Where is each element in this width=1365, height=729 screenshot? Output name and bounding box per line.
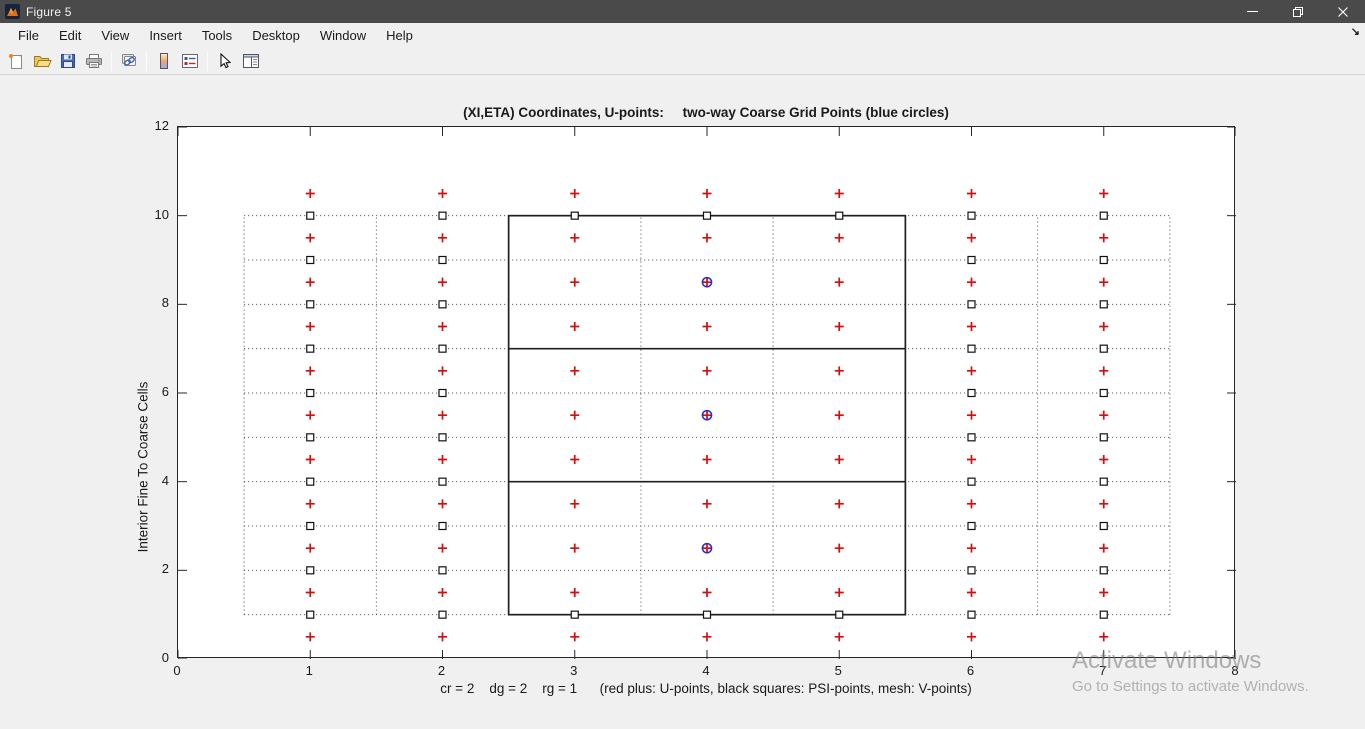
matlab-logo-icon <box>5 4 20 19</box>
menu-item-edit[interactable]: Edit <box>58 28 82 43</box>
x-tick-label: 8 <box>1231 663 1239 678</box>
y-tick-label: 2 <box>161 561 169 577</box>
menu-item-insert[interactable]: Insert <box>149 28 182 43</box>
insert-legend-button[interactable] <box>178 50 202 73</box>
restore-button[interactable] <box>1275 0 1320 23</box>
property-inspector-icon <box>243 54 259 68</box>
toolbar-separator <box>111 51 112 71</box>
y-tick-label: 10 <box>154 206 169 222</box>
menu-item-desktop[interactable]: Desktop <box>252 28 300 43</box>
close-icon <box>1337 6 1348 17</box>
window-controls <box>1230 0 1365 23</box>
y-tick-label: 6 <box>161 384 169 399</box>
insert-colorbar-icon <box>160 53 168 69</box>
x-tick-label: 4 <box>702 663 710 678</box>
plot-title: (XI,ETA) Coordinates, U-points: two-way … <box>463 105 949 120</box>
menu-item-window[interactable]: Window <box>319 28 367 43</box>
x-tick-label: 1 <box>305 663 313 678</box>
dock-figure-icon[interactable]: ↘ <box>1350 26 1360 38</box>
x-tick-label: 2 <box>437 663 446 678</box>
minimize-button[interactable] <box>1230 0 1275 23</box>
restore-icon <box>1292 6 1303 17</box>
x-tick-label: 5 <box>834 663 842 678</box>
print-figure-icon <box>86 54 102 68</box>
figure-toolbar <box>0 48 1365 75</box>
link-plot-button[interactable] <box>117 50 141 73</box>
toolbar-separator <box>146 51 147 71</box>
print-figure-button[interactable] <box>82 50 106 73</box>
window-title: Figure 5 <box>26 4 72 19</box>
y-axis-label: Interior Fine To Coarse Cells <box>135 381 151 553</box>
property-inspector-button[interactable] <box>239 50 263 73</box>
link-plot-icon <box>122 54 136 66</box>
open-file-icon <box>33 56 52 67</box>
insert-legend-icon <box>182 54 198 68</box>
close-button[interactable] <box>1320 0 1365 23</box>
x-tick-label: 3 <box>570 663 578 678</box>
edit-plot-button[interactable] <box>213 50 237 73</box>
figure-canvas: (XI,ETA) Coordinates, U-points: two-way … <box>0 75 1365 729</box>
x-tick-label: 6 <box>966 663 975 678</box>
plot-drawing <box>178 127 1236 659</box>
x-tick-label: 0 <box>173 663 181 678</box>
menu-item-file[interactable]: File <box>18 28 39 43</box>
x-tick-label: 7 <box>1099 663 1107 678</box>
insert-colorbar-button[interactable] <box>152 50 176 73</box>
menu-item-view[interactable]: View <box>101 28 130 43</box>
y-tick-label: 4 <box>161 472 169 488</box>
y-tick-label: 8 <box>161 295 169 311</box>
menu-item-help[interactable]: Help <box>386 28 413 43</box>
save-figure-icon <box>61 54 75 68</box>
plot-axes <box>177 126 1236 659</box>
toolbar-separator <box>207 51 208 71</box>
minimize-icon <box>1247 11 1258 12</box>
edit-plot-icon <box>220 53 232 69</box>
y-tick-label: 0 <box>161 650 169 665</box>
x-axis-label: cr = 2 dg = 2 rg = 1 (red plus: U-points… <box>440 681 972 696</box>
new-figure-button[interactable] <box>4 50 28 73</box>
open-file-button[interactable] <box>30 50 54 73</box>
save-figure-button[interactable] <box>56 50 80 73</box>
menu-item-tools[interactable]: Tools <box>201 28 233 43</box>
new-figure-icon <box>8 53 22 69</box>
menu-bar: ↘ File Edit View Insert Tools Desktop Window He… <box>0 23 1365 48</box>
y-tick-label: 12 <box>154 118 169 133</box>
title-bar: Figure 5 <box>0 0 1365 23</box>
